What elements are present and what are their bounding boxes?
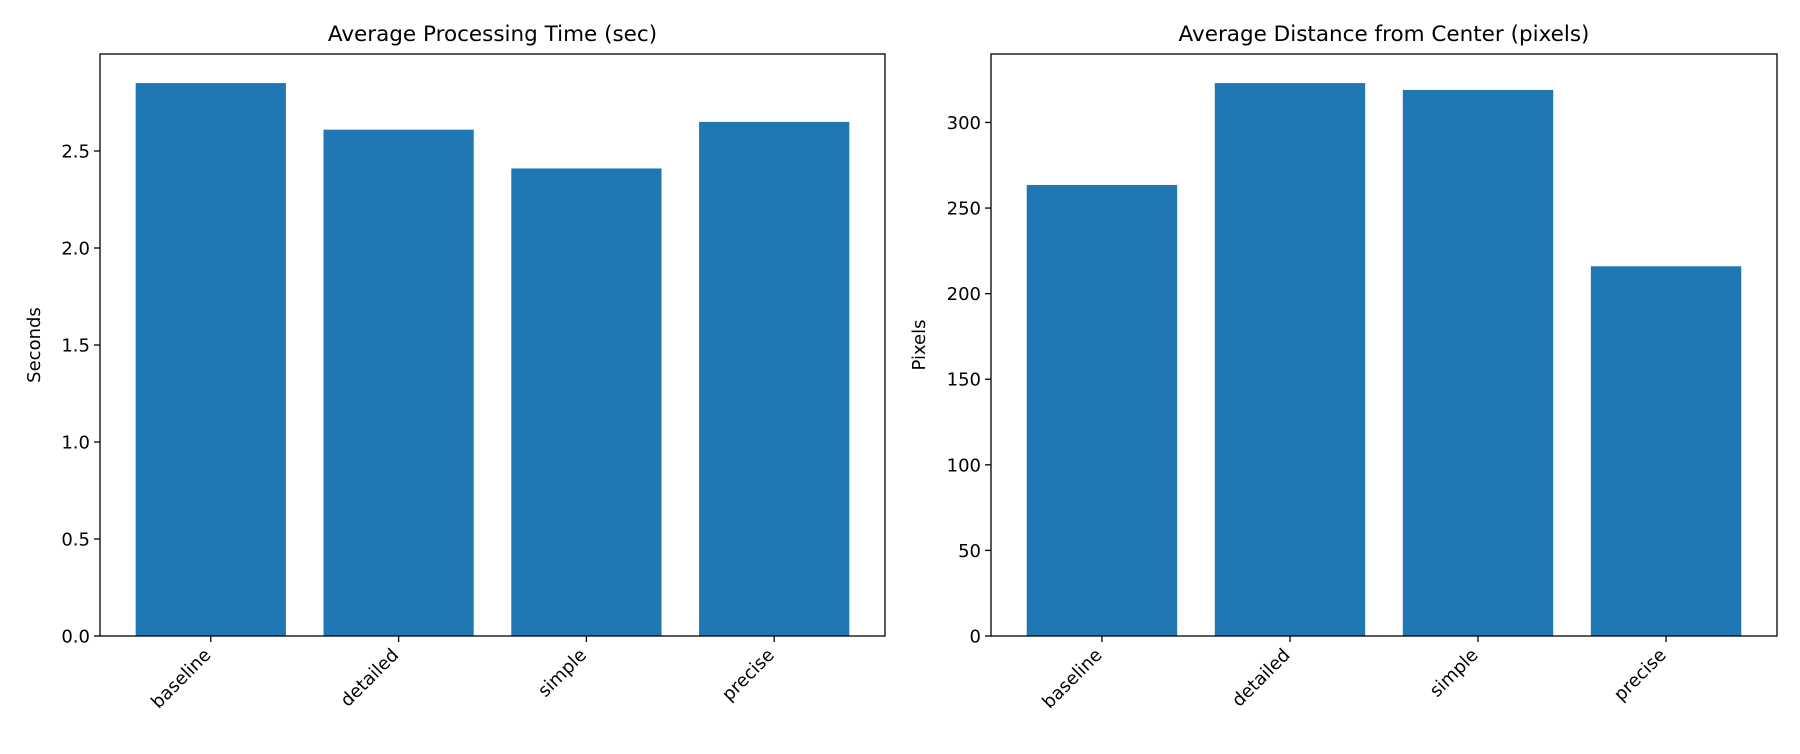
y-tick-label: 0 xyxy=(970,627,981,648)
y-tick-label: 0.0 xyxy=(61,627,90,648)
axes-frame xyxy=(990,53,1778,637)
y-tick-label: 1.0 xyxy=(61,433,90,454)
chart-panel-distance-from-center: Average Distance from Center (pixels) Pi… xyxy=(909,22,1778,713)
bar-baseline xyxy=(135,83,286,637)
y-tick-label: 300 xyxy=(947,113,981,134)
y-tick-label: 0.5 xyxy=(61,530,90,551)
x-tick-label: baseline xyxy=(147,645,215,713)
x-tick-label: precise xyxy=(1610,645,1671,706)
chart-title: Average Processing Time (sec) xyxy=(328,22,657,47)
y-axis-label: Pixels xyxy=(909,319,930,370)
bar-precise xyxy=(1590,266,1742,636)
y-tick-label: 50 xyxy=(958,541,981,562)
y-tick-label: 150 xyxy=(947,370,981,391)
y-tick-label: 1.5 xyxy=(61,336,90,357)
bar-detailed xyxy=(1214,83,1366,637)
bar-simple xyxy=(511,168,662,636)
chart-panel-processing-time: Average Processing Time (sec) Seconds 0.… xyxy=(24,22,886,713)
y-axis-label: Seconds xyxy=(24,307,45,383)
y-tick-label: 200 xyxy=(947,284,981,305)
x-tick-label: simple xyxy=(534,645,591,702)
bar-precise xyxy=(699,121,850,636)
x-tick-label: detailed xyxy=(337,645,404,712)
y-tick-label: 250 xyxy=(947,199,981,220)
y-tick-label: 100 xyxy=(947,455,981,476)
x-tick-label: precise xyxy=(718,645,779,706)
y-tick-label: 2.0 xyxy=(61,239,90,260)
x-tick-label: simple xyxy=(1426,645,1483,702)
x-tick-label: baseline xyxy=(1038,645,1106,713)
bar-simple xyxy=(1402,89,1554,636)
chart-title: Average Distance from Center (pixels) xyxy=(1179,22,1590,47)
bar-baseline xyxy=(1026,184,1178,636)
x-tick-label: detailed xyxy=(1228,645,1295,712)
bar-detailed xyxy=(323,129,474,636)
y-tick-label: 2.5 xyxy=(61,142,90,163)
